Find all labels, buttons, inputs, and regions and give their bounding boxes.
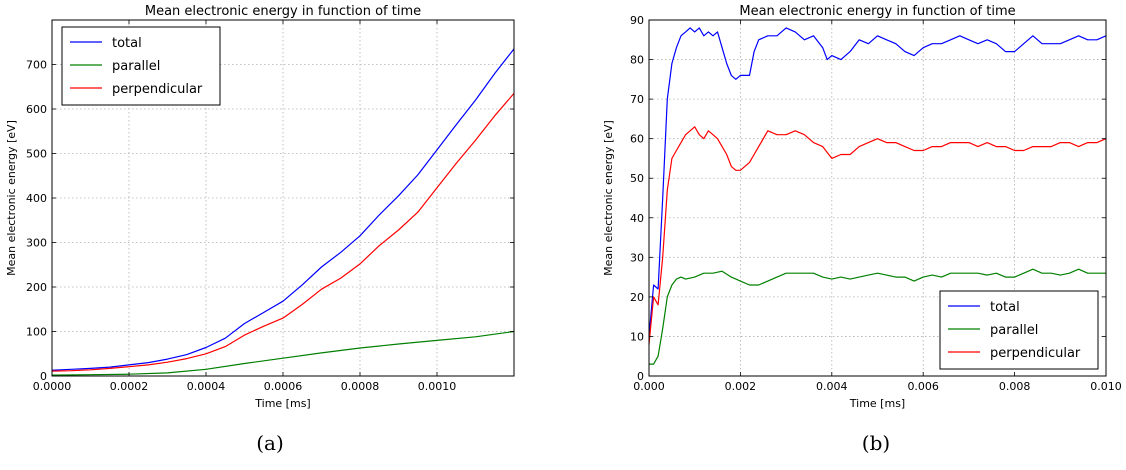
legend-label-perpendicular: perpendicular	[990, 346, 1081, 361]
x-tick-label: 0.0000	[33, 380, 72, 393]
legend-label-parallel: parallel	[112, 59, 160, 74]
series-line-total	[648, 27, 1107, 337]
y-tick-label: 90	[630, 14, 644, 27]
x-tick-label: 0.010	[1090, 380, 1122, 393]
y-tick-label: 200	[26, 281, 47, 294]
y-tick-label: 500	[26, 148, 47, 161]
series-line-perpendicular	[51, 93, 515, 372]
panel-a: 0.0000 0.0002 0.0004 0.0006 0.0008 0.0010 0 100…	[5, 4, 515, 455]
panel-caption: (a)	[256, 431, 284, 455]
chart-title: Mean electronic energy in function of ti…	[145, 4, 421, 19]
x-tick-label: 0.000	[633, 380, 665, 393]
legend-label-total: total	[990, 300, 1020, 315]
x-tick-label: 0.004	[816, 380, 848, 393]
y-tick-label: 0	[637, 370, 644, 383]
y-tick-label: 10	[630, 330, 644, 343]
x-tick-label: 0.006	[907, 380, 939, 393]
y-tick-label: 100	[26, 326, 47, 339]
series-line-perpendicular	[648, 126, 1107, 345]
y-tick-label: 50	[630, 172, 644, 185]
legend: total parallel perpendicular	[939, 290, 1099, 370]
y-axis-label: Mean electronic energy [eV]	[5, 120, 18, 276]
y-tick-label: 60	[630, 133, 644, 146]
y-tick-label: 80	[630, 54, 644, 67]
chart-title: Mean electronic energy in function of ti…	[739, 4, 1015, 19]
plot-frame	[648, 19, 1107, 377]
legend: total parallel perpendicular	[61, 26, 221, 106]
panel-caption: (b)	[862, 431, 890, 455]
y-axis-label: Mean electronic energy [eV]	[602, 120, 615, 276]
legend-label-parallel: parallel	[990, 323, 1038, 338]
y-tick-label: 0	[40, 370, 47, 383]
y-tick-label: 70	[630, 93, 644, 106]
y-tick-label: 30	[630, 251, 644, 264]
x-tick-label: 0.0008	[341, 380, 380, 393]
y-tick-label: 700	[26, 59, 47, 72]
x-tick-label: 0.008	[999, 380, 1031, 393]
legend-label-total: total	[112, 36, 142, 51]
y-tick-label: 600	[26, 103, 47, 116]
x-tick-label: 0.002	[725, 380, 757, 393]
legend-box	[939, 290, 1099, 370]
y-tick-label: 20	[630, 291, 644, 304]
panel-b: 0.000 0.002 0.004 0.006 0.008 0.010 0 10 20 30 40 5…	[602, 4, 1122, 455]
x-axis-label: Time [ms]	[849, 397, 905, 410]
x-tick-label: 0.0010	[418, 380, 457, 393]
y-tick-label: 300	[26, 237, 47, 250]
legend-box	[61, 26, 221, 106]
series-line-total	[51, 48, 515, 371]
x-tick-label: 0.0004	[187, 380, 226, 393]
x-tick-label: 0.0006	[264, 380, 303, 393]
x-axis-label: Time [ms]	[254, 397, 310, 410]
series-line-parallel	[649, 268, 1106, 365]
y-tick-label: 40	[630, 212, 644, 225]
y-tick-label: 400	[26, 192, 47, 205]
legend-label-perpendicular: perpendicular	[112, 82, 203, 97]
x-tick-label: 0.0002	[110, 380, 149, 393]
